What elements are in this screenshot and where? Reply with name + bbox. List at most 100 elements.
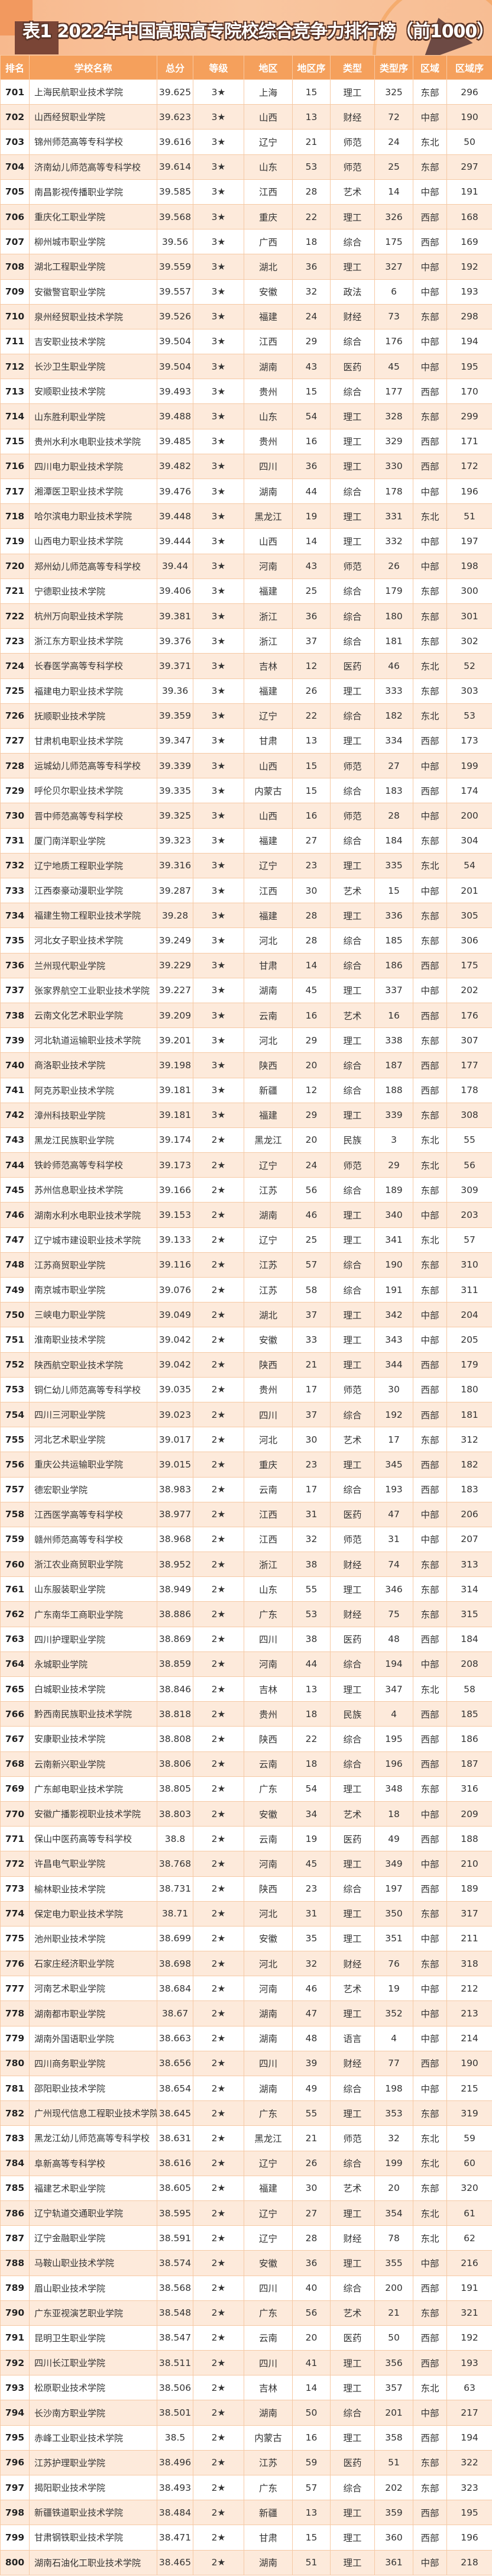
cell-grade: 3★ [193, 1102, 244, 1128]
cell-type-rank: 358 [374, 2425, 413, 2451]
cell-grade: 3★ [193, 778, 244, 804]
cell-type: 艺术 [330, 179, 375, 205]
cell-grade: 2★ [193, 2025, 244, 2051]
cell-school-name: 新疆铁道职业技术学院 [29, 2500, 157, 2526]
cell-grade: 2★ [193, 1901, 244, 1927]
cell-type-rank: 6 [374, 279, 413, 305]
table-header-row: 排名 学校名称 总分 等级 地区 地区序 类型 类型序 区域 区域序 [0, 55, 492, 80]
cell-region-rank: 19 [292, 1826, 331, 1852]
cell-region-rank: 22 [292, 203, 331, 230]
cell-area-rank: 199 [446, 753, 492, 779]
cell-area-rank: 171 [446, 428, 492, 454]
cell-school-name: 四川三河职业学院 [29, 1401, 157, 1428]
cell-grade: 3★ [193, 653, 244, 679]
cell-type-rank: 74 [374, 1552, 413, 1578]
cell-total-score: 39.017 [157, 1427, 193, 1453]
cell-grade: 2★ [193, 1726, 244, 1752]
cell-area: 东部 [413, 603, 447, 629]
cell-grade: 2★ [193, 2050, 244, 2077]
cell-type: 师范 [330, 129, 375, 155]
cell-rank: 779 [0, 2025, 30, 2051]
cell-total-score: 39.488 [157, 403, 193, 429]
cell-grade: 2★ [193, 2275, 244, 2301]
cell-type: 理工 [330, 1851, 375, 1877]
cell-type: 综合 [330, 328, 375, 355]
cell-region-rank: 16 [292, 428, 331, 454]
cell-area-rank: 194 [446, 2425, 492, 2451]
cell-total-score: 38.501 [157, 2400, 193, 2426]
cell-type-rank: 354 [374, 2200, 413, 2226]
cell-grade: 2★ [193, 1276, 244, 1303]
cell-rank: 737 [0, 977, 30, 1003]
table-row: 725 福建电力职业技术学院 39.36 3★ 福建 26 理工 333 东部 303 [0, 678, 492, 704]
cell-region: 福建 [244, 578, 293, 604]
cell-area-rank: 200 [446, 803, 492, 829]
cell-area-rank: 314 [446, 1576, 492, 1602]
table-row: 791 昆明卫生职业学院 38.547 2★ 云南 20 医药 50 西部 192 [0, 2325, 492, 2351]
cell-school-name: 抚顺职业技术学院 [29, 703, 157, 729]
cell-type: 综合 [330, 2474, 375, 2501]
cell-grade: 2★ [193, 2125, 244, 2151]
table-row: 762 广东南华工商职业学院 38.886 2★ 广东 53 财经 75 东部 315 [0, 1601, 492, 1627]
cell-area-rank: 193 [446, 2350, 492, 2376]
cell-type: 理工 [330, 1352, 375, 1378]
cell-type-rank: 4 [374, 2025, 413, 2051]
cell-school-name: 湖南石油化工职业技术学院 [29, 2549, 157, 2575]
cell-type-rank: 196 [374, 1751, 413, 1777]
cell-type-rank: 25 [374, 154, 413, 180]
table-row: 789 眉山职业技术学院 38.568 2★ 四川 40 综合 200 西部 191 [0, 2275, 492, 2301]
column-header-total-score: 总分 [157, 55, 193, 80]
cell-region-rank: 28 [292, 903, 331, 929]
cell-school-name: 江苏护理职业学院 [29, 2449, 157, 2476]
cell-area: 中部 [413, 2250, 447, 2276]
cell-rank: 721 [0, 578, 30, 604]
cell-type: 师范 [330, 2125, 375, 2151]
cell-total-score: 38.968 [157, 1526, 193, 1553]
cell-area: 西部 [413, 2350, 447, 2376]
cell-type: 理工 [330, 2500, 375, 2526]
table-row: 757 德宏职业学院 38.983 2★ 云南 17 综合 193 西部 183 [0, 1476, 492, 1502]
cell-region: 云南 [244, 1476, 293, 1502]
cell-region: 吉林 [244, 653, 293, 679]
cell-area-rank: 59 [446, 2125, 492, 2151]
cell-area: 中部 [413, 1202, 447, 1228]
cell-school-name: 四川长江职业学院 [29, 2350, 157, 2376]
cell-area: 东北 [413, 852, 447, 879]
cell-total-score: 39.406 [157, 578, 193, 604]
cell-region: 福建 [244, 1102, 293, 1128]
cell-region: 河北 [244, 1427, 293, 1453]
cell-region-rank: 56 [292, 2300, 331, 2326]
cell-rank: 731 [0, 828, 30, 854]
cell-type: 综合 [330, 952, 375, 978]
table-row: 718 哈尔滨电力职业技术学院 39.448 3★ 黑龙江 19 理工 331 东北 51 [0, 503, 492, 529]
cell-type-rank: 26 [374, 553, 413, 579]
cell-region-rank: 22 [292, 703, 331, 729]
column-header-rank: 排名 [0, 55, 30, 80]
cell-grade: 3★ [193, 104, 244, 130]
cell-region-rank: 12 [292, 653, 331, 679]
cell-region-rank: 24 [292, 1152, 331, 1178]
cell-rank: 703 [0, 129, 30, 155]
cell-type-rank: 325 [374, 79, 413, 105]
cell-grade: 2★ [193, 1526, 244, 1553]
cell-area: 西部 [413, 2050, 447, 2077]
cell-area-rank: 174 [446, 778, 492, 804]
cell-region-rank: 37 [292, 1401, 331, 1428]
cell-area-rank: 170 [446, 379, 492, 405]
cell-school-name: 辽宁轨道交通职业学院 [29, 2200, 157, 2226]
cell-region-rank: 21 [292, 1352, 331, 1378]
cell-area-rank: 296 [446, 79, 492, 105]
table-row: 779 湖南外国语职业学院 38.663 2★ 湖南 48 语言 4 中部 214 [0, 2025, 492, 2051]
table-row: 753 铜仁幼儿师范高等专科学校 39.035 2★ 贵州 17 师范 30 西部 180 [0, 1376, 492, 1402]
cell-school-name: 山西电力职业技术学院 [29, 528, 157, 554]
cell-total-score: 38.977 [157, 1501, 193, 1527]
table-row: 708 湖北工程职业学院 39.559 3★ 湖北 36 理工 327 中部 192 [0, 254, 492, 280]
cell-area: 西部 [413, 1401, 447, 1428]
cell-rank: 767 [0, 1726, 30, 1752]
cell-school-name: 陕西航空职业技术学院 [29, 1352, 157, 1378]
cell-type-rank: 72 [374, 104, 413, 130]
cell-type: 师范 [330, 1152, 375, 1178]
cell-type: 师范 [330, 1376, 375, 1402]
cell-region: 湖南 [244, 977, 293, 1003]
cell-area: 东部 [413, 1427, 447, 1453]
